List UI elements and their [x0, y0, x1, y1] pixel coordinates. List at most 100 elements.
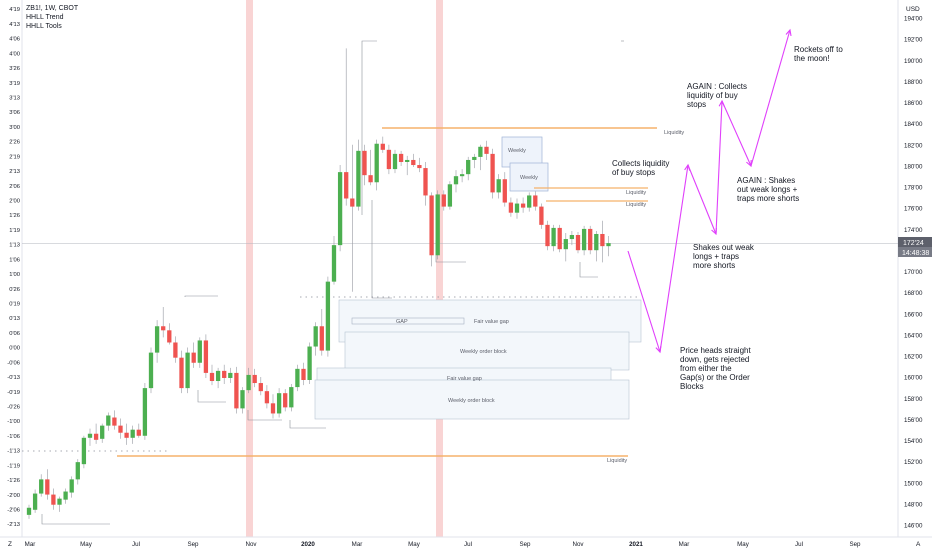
weekly-box-1 — [501, 136, 543, 168]
candle-body — [313, 326, 318, 347]
right-tick-label: 162'00 — [904, 354, 923, 361]
candle-body — [496, 179, 501, 193]
candle-body — [350, 198, 355, 207]
currency-label: USD — [906, 6, 920, 13]
candle-body — [539, 206, 544, 225]
bottom-left-label[interactable]: Z — [8, 541, 12, 548]
zone-label-liquidity-1: Liquidity — [664, 130, 684, 136]
candle-body — [106, 415, 111, 426]
left-tick-label: 2'13 — [9, 169, 20, 175]
left-tick-label: 3'00 — [9, 125, 20, 131]
candle-body — [32, 493, 38, 510]
time-tick-label: May — [737, 541, 750, 548]
candle-body — [557, 227, 562, 250]
legend-panel: ZB1!, 1W, CBOT HHLL Trend HHLL Tools — [26, 4, 78, 31]
time-tick-label: Nov — [572, 541, 584, 548]
event-band-2 — [436, 0, 443, 537]
candle-body — [594, 233, 599, 251]
right-tick-label: 186'00 — [904, 100, 923, 107]
left-tick-label: -1'19 — [7, 463, 20, 469]
zone-label-order-block-2: Weekly order block — [448, 398, 495, 404]
candle-body — [173, 342, 178, 358]
swing-line-5 — [247, 410, 282, 421]
left-tick-label: 3'26 — [9, 66, 20, 72]
candle-body — [466, 159, 471, 175]
candle-body — [527, 195, 532, 208]
right-tick-label: 190'00 — [904, 58, 923, 65]
left-tick-label: 1'00 — [9, 272, 20, 278]
time-tick-label: 2020 — [301, 541, 315, 548]
candle-body — [520, 203, 526, 208]
annotation-shakes-line-3: more shorts — [693, 261, 735, 270]
time-tick-label: Nov — [245, 541, 257, 548]
candle-body — [222, 370, 227, 378]
time-tick-label: Mar — [679, 541, 690, 548]
annotation-price-heads: Price heads straight down, gets rejected… — [680, 346, 753, 391]
candle-body — [264, 391, 270, 404]
right-tick-label: 188'00 — [904, 79, 923, 86]
countdown-tag — [898, 247, 932, 257]
annotation-collects-line-2: of buy stops — [612, 168, 655, 177]
swing-line-3 — [184, 295, 218, 297]
candle-body — [319, 326, 324, 351]
left-tick-label: 2'19 — [9, 154, 20, 160]
candle-body — [75, 462, 80, 480]
candle-body — [325, 281, 331, 351]
candle-body — [344, 172, 349, 199]
symbol-title[interactable]: ZB1!, 1W, CBOT — [26, 5, 79, 12]
candle-body — [331, 245, 337, 282]
candle-body — [380, 143, 385, 150]
projection-layer — [627, 28, 792, 354]
right-tick-label: 154'00 — [904, 438, 923, 445]
indicator-hhll-trend[interactable]: HHLL Trend — [26, 14, 64, 21]
candle-body — [490, 153, 495, 193]
candle-body — [51, 494, 56, 505]
candle-body — [100, 425, 105, 439]
left-tick-label: 3'13 — [9, 95, 20, 101]
candle-body — [246, 374, 251, 391]
time-tick-label: Sep — [849, 541, 861, 548]
candle-body — [392, 153, 398, 170]
candle-body — [435, 194, 440, 256]
left-tick-label: 3'19 — [9, 81, 20, 87]
right-tick-label: 192'00 — [904, 37, 923, 44]
candle-body — [441, 194, 446, 207]
left-tick-label: -0'13 — [7, 375, 20, 381]
left-axis: 4'19 4'13 4'06 4'00 3'26 3'19 3'13 3'06 3'00 2'26… — [7, 7, 20, 528]
candle-body — [429, 195, 434, 256]
candle-body — [209, 372, 215, 382]
candle-body — [69, 479, 74, 493]
swing-line-4 — [197, 390, 226, 403]
zone-label-order-block-1: Weekly order block — [460, 349, 507, 355]
current-price-value: 172'24 — [903, 240, 924, 247]
candle-body — [276, 393, 282, 414]
annotation-collects-line-1: Collects liquidity — [612, 159, 669, 168]
projection-arrowhead — [785, 28, 792, 37]
right-tick-label: 170'00 — [904, 269, 923, 276]
projection-arrowhead — [746, 159, 752, 168]
left-tick-label: -1'06 — [7, 434, 20, 440]
candle-body — [93, 433, 99, 440]
annotation-shakes: Shakes out weak longs + traps more short… — [693, 243, 756, 270]
candles-layer — [26, 48, 611, 519]
left-tick-label: -1'13 — [7, 449, 20, 455]
candle-body — [417, 165, 422, 169]
right-tick-label: 194'00 — [904, 16, 923, 23]
time-tick-label: Jul — [795, 541, 803, 548]
zone-label-fvg-1: Fair value gap — [474, 319, 509, 325]
candle-body — [533, 195, 538, 207]
candle-body — [130, 429, 135, 438]
annotation-again-shakes-line-3: traps more shorts — [737, 194, 799, 203]
bottom-right-label[interactable]: A — [916, 541, 921, 548]
annotation-again-collects: AGAIN : Collects liquidity of buy stops — [687, 82, 749, 109]
candle-body — [197, 340, 202, 363]
indicator-hhll-tools[interactable]: HHLL Tools — [26, 23, 62, 30]
zone-label-liquidity-2: Liquidity — [626, 190, 646, 196]
candle-body — [191, 352, 196, 363]
left-tick-label: 1'26 — [9, 213, 20, 219]
candle-body — [185, 352, 190, 389]
left-tick-label: 0'26 — [9, 287, 20, 293]
right-axis: 194'00 192'00 190'00 188'00 186'00 184'00 182'… — [904, 16, 923, 530]
